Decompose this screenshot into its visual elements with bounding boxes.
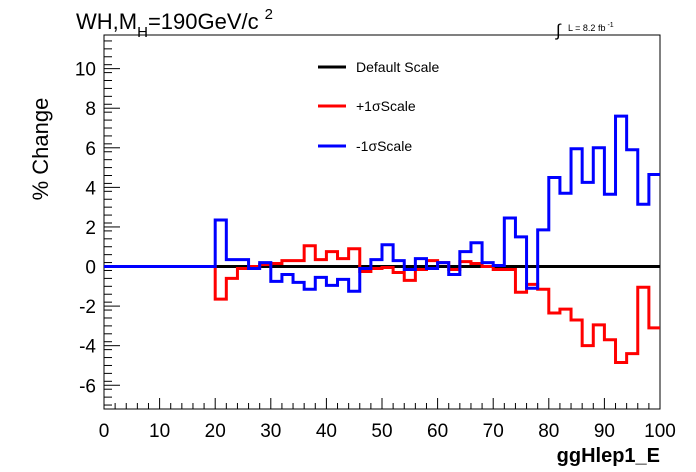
series-group <box>104 114 660 364</box>
x-tick-label: 30 <box>260 421 281 442</box>
legend-label: +1σScale <box>356 98 416 114</box>
legend-label: -1σScale <box>356 138 412 154</box>
x-tick-label: 80 <box>538 421 559 442</box>
y-tick-label: 10 <box>75 60 96 81</box>
y-axis-label: % Change <box>28 98 53 201</box>
x-tick-label: 100 <box>644 421 676 442</box>
y-tick-label: 6 <box>85 139 96 160</box>
legend: Default Scale +1σScale -1σScale <box>318 59 439 154</box>
legend-label: Default Scale <box>356 59 439 75</box>
x-axis-label: ggHlep1_E <box>557 445 660 467</box>
axis-ticks: 0 10 20 30 40 50 60 70 80 90 100 -6 -4 -2 0 2 4 6 8 10 <box>75 40 676 442</box>
x-tick-label: 20 <box>205 421 226 442</box>
x-tick-label: 70 <box>483 421 504 442</box>
y-tick-label: -6 <box>79 376 96 397</box>
x-tick-label: 40 <box>316 421 337 442</box>
y-tick-label: 4 <box>85 178 96 199</box>
x-tick-label: 60 <box>427 421 448 442</box>
y-tick-label: 0 <box>85 258 96 279</box>
series-line-2 <box>104 114 660 293</box>
plot-frame <box>103 34 661 410</box>
y-tick-label: -4 <box>79 337 96 358</box>
lumi-label: L = 8.2 fb -1 <box>568 22 614 33</box>
series-line-1 <box>104 244 660 364</box>
lumi-integral: ∫ <box>555 21 562 40</box>
x-tick-label: 90 <box>594 421 615 442</box>
y-tick-label: -2 <box>79 297 96 318</box>
y-tick-label: 8 <box>85 99 96 120</box>
chart-title: WH,MH=190GeV/c 2 <box>76 6 273 41</box>
x-tick-label: 0 <box>99 421 110 442</box>
x-tick-label: 10 <box>149 421 170 442</box>
y-tick-label: 2 <box>85 218 96 239</box>
x-tick-label: 50 <box>371 421 392 442</box>
